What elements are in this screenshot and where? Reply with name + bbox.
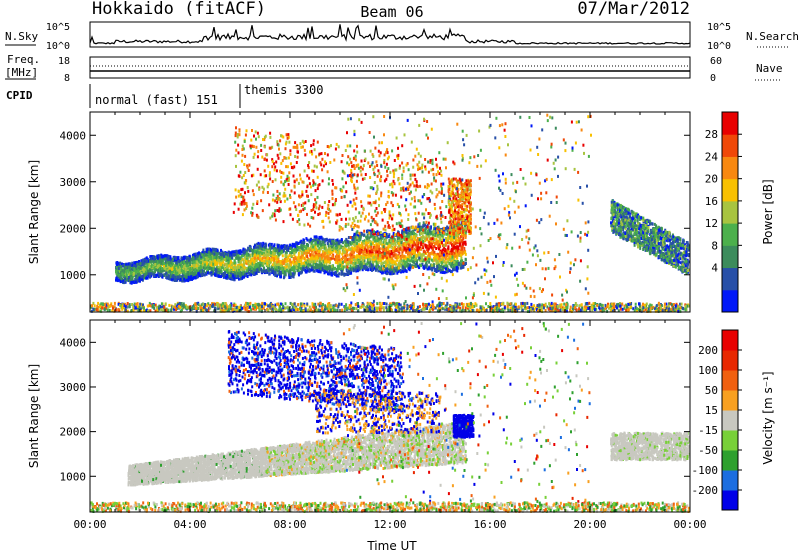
nsky-tick-bottom: 10^0 — [46, 41, 70, 52]
nsearch-tick-top: 10^5 — [707, 22, 731, 33]
power-cbar-label: Power [dB] — [761, 179, 775, 244]
colorbar-tick-label: 12 — [705, 217, 718, 230]
colorbar-tick-label: -100 — [692, 464, 719, 477]
x-axis-label: Time UT — [366, 539, 417, 553]
colorbar-swatch — [722, 450, 738, 471]
nsearch-tick-bottom: 10^0 — [707, 41, 731, 52]
xtick-label: 00:00 — [673, 518, 706, 531]
beam-title: Beam 06 — [360, 3, 423, 21]
colorbar-swatch — [722, 470, 738, 491]
colorbar-swatch — [722, 370, 738, 391]
power-colorbar: 28 24 20 16 12 8 4 — [705, 111, 742, 313]
colorbar-tick-label: 24 — [705, 150, 719, 163]
colorbar-swatch — [722, 112, 738, 135]
colorbar-swatch — [722, 223, 738, 246]
colorbar-swatch — [722, 289, 738, 313]
velocity-data — [90, 322, 690, 513]
power-panel: 1000 2000 3000 4000 Slant Range [km] 28 24 20… — [27, 111, 775, 313]
colorbar-tick-label: -50 — [698, 444, 718, 457]
xtick-label: 08:00 — [273, 518, 306, 531]
colorbar-tick-label: 16 — [705, 195, 718, 208]
vel-cbar-label: Velocity [m s⁻¹] — [761, 371, 775, 464]
colorbar-swatch — [722, 350, 738, 371]
colorbar-swatch — [722, 490, 738, 511]
velocity-colorbar: 200 100 50 15 -15 -50 -100 -200 — [692, 329, 742, 511]
xtick-label: 16:00 — [473, 518, 506, 531]
xtick-label: 12:00 — [373, 518, 406, 531]
colorbar-swatch — [722, 200, 738, 224]
ytick-label: 3000 — [60, 176, 87, 189]
colorbar-swatch — [722, 267, 738, 291]
vel-ylabel: Slant Range [km] — [27, 364, 41, 468]
power-ylabel: Slant Range [km] — [27, 160, 41, 264]
freq-label-line1: Freq. — [7, 53, 40, 66]
nave-tick-top: 60 — [710, 56, 722, 67]
power-data — [90, 113, 690, 313]
colorbar-swatch — [722, 330, 738, 351]
colorbar-swatch — [722, 245, 738, 269]
colorbar-swatch — [722, 410, 738, 431]
cpid-mode-1: normal (fast) 151 — [95, 93, 218, 107]
colorbar-tick-label: -15 — [698, 424, 718, 437]
colorbar-swatch — [722, 390, 738, 411]
xtick-label: 00:00 — [73, 518, 106, 531]
cpid-mode-2: themis 3300 — [244, 83, 323, 97]
colorbar-swatch — [722, 178, 738, 202]
cpid-label: CPID — [6, 89, 33, 102]
colorbar-swatch — [722, 430, 738, 451]
nsky-tick-top: 10^5 — [46, 22, 70, 33]
freq-panel: Freq. [MHz] 18 8 60 0 Nave — [5, 53, 783, 84]
freq-tick-top: 18 — [58, 56, 70, 67]
colorbar-swatch — [722, 134, 738, 157]
date-title: 07/Mar/2012 — [577, 0, 690, 19]
colorbar-tick-label: -200 — [692, 484, 719, 497]
nsearch-label: N.Search — [746, 30, 799, 43]
nsky-line — [89, 24, 691, 45]
nave-label: Nave — [756, 62, 783, 75]
colorbar-tick-label: 100 — [698, 364, 718, 377]
colorbar-tick-label: 15 — [705, 404, 718, 417]
freq-label-line2: [MHz] — [5, 66, 38, 79]
colorbar-swatch — [722, 156, 738, 180]
ytick-label: 2000 — [60, 426, 87, 439]
xtick-label: 20:00 — [573, 518, 606, 531]
ytick-label: 4000 — [60, 336, 87, 349]
colorbar-tick-label: 28 — [705, 128, 718, 141]
ytick-label: 3000 — [60, 381, 87, 394]
velocity-axes: 1000 2000 3000 4000 00:00 04:00 08:00 12:00 16:0… — [60, 320, 707, 531]
ytick-label: 2000 — [60, 222, 87, 235]
ytick-label: 1000 — [60, 269, 87, 282]
ytick-label: 4000 — [60, 129, 87, 142]
colorbar-tick-label: 20 — [705, 173, 718, 186]
power-axes: 1000 2000 3000 4000 — [60, 112, 691, 312]
cpid-row: CPID normal (fast) 151 themis 3300 — [6, 83, 323, 108]
colorbar-tick-label: 50 — [705, 384, 718, 397]
ytick-label: 1000 — [60, 470, 87, 483]
nsky-label: N.Sky — [5, 30, 38, 43]
colorbar-tick-label: 8 — [711, 239, 718, 252]
nsky-panel: N.Sky 10^5 10^0 10^5 10^0 N.Search — [5, 21, 799, 52]
xtick-label: 04:00 — [173, 518, 206, 531]
nave-tick-bottom: 0 — [710, 73, 716, 84]
freq-tick-bottom: 8 — [64, 73, 70, 84]
colorbar-tick-label: 4 — [711, 262, 718, 275]
colorbar-tick-label: 200 — [698, 344, 718, 357]
station-title: Hokkaido (fitACF) — [92, 0, 266, 19]
nsky-trace — [89, 24, 691, 45]
velocity-panel: 1000 2000 3000 4000 00:00 04:00 08:00 12:00 16:0… — [27, 319, 775, 553]
